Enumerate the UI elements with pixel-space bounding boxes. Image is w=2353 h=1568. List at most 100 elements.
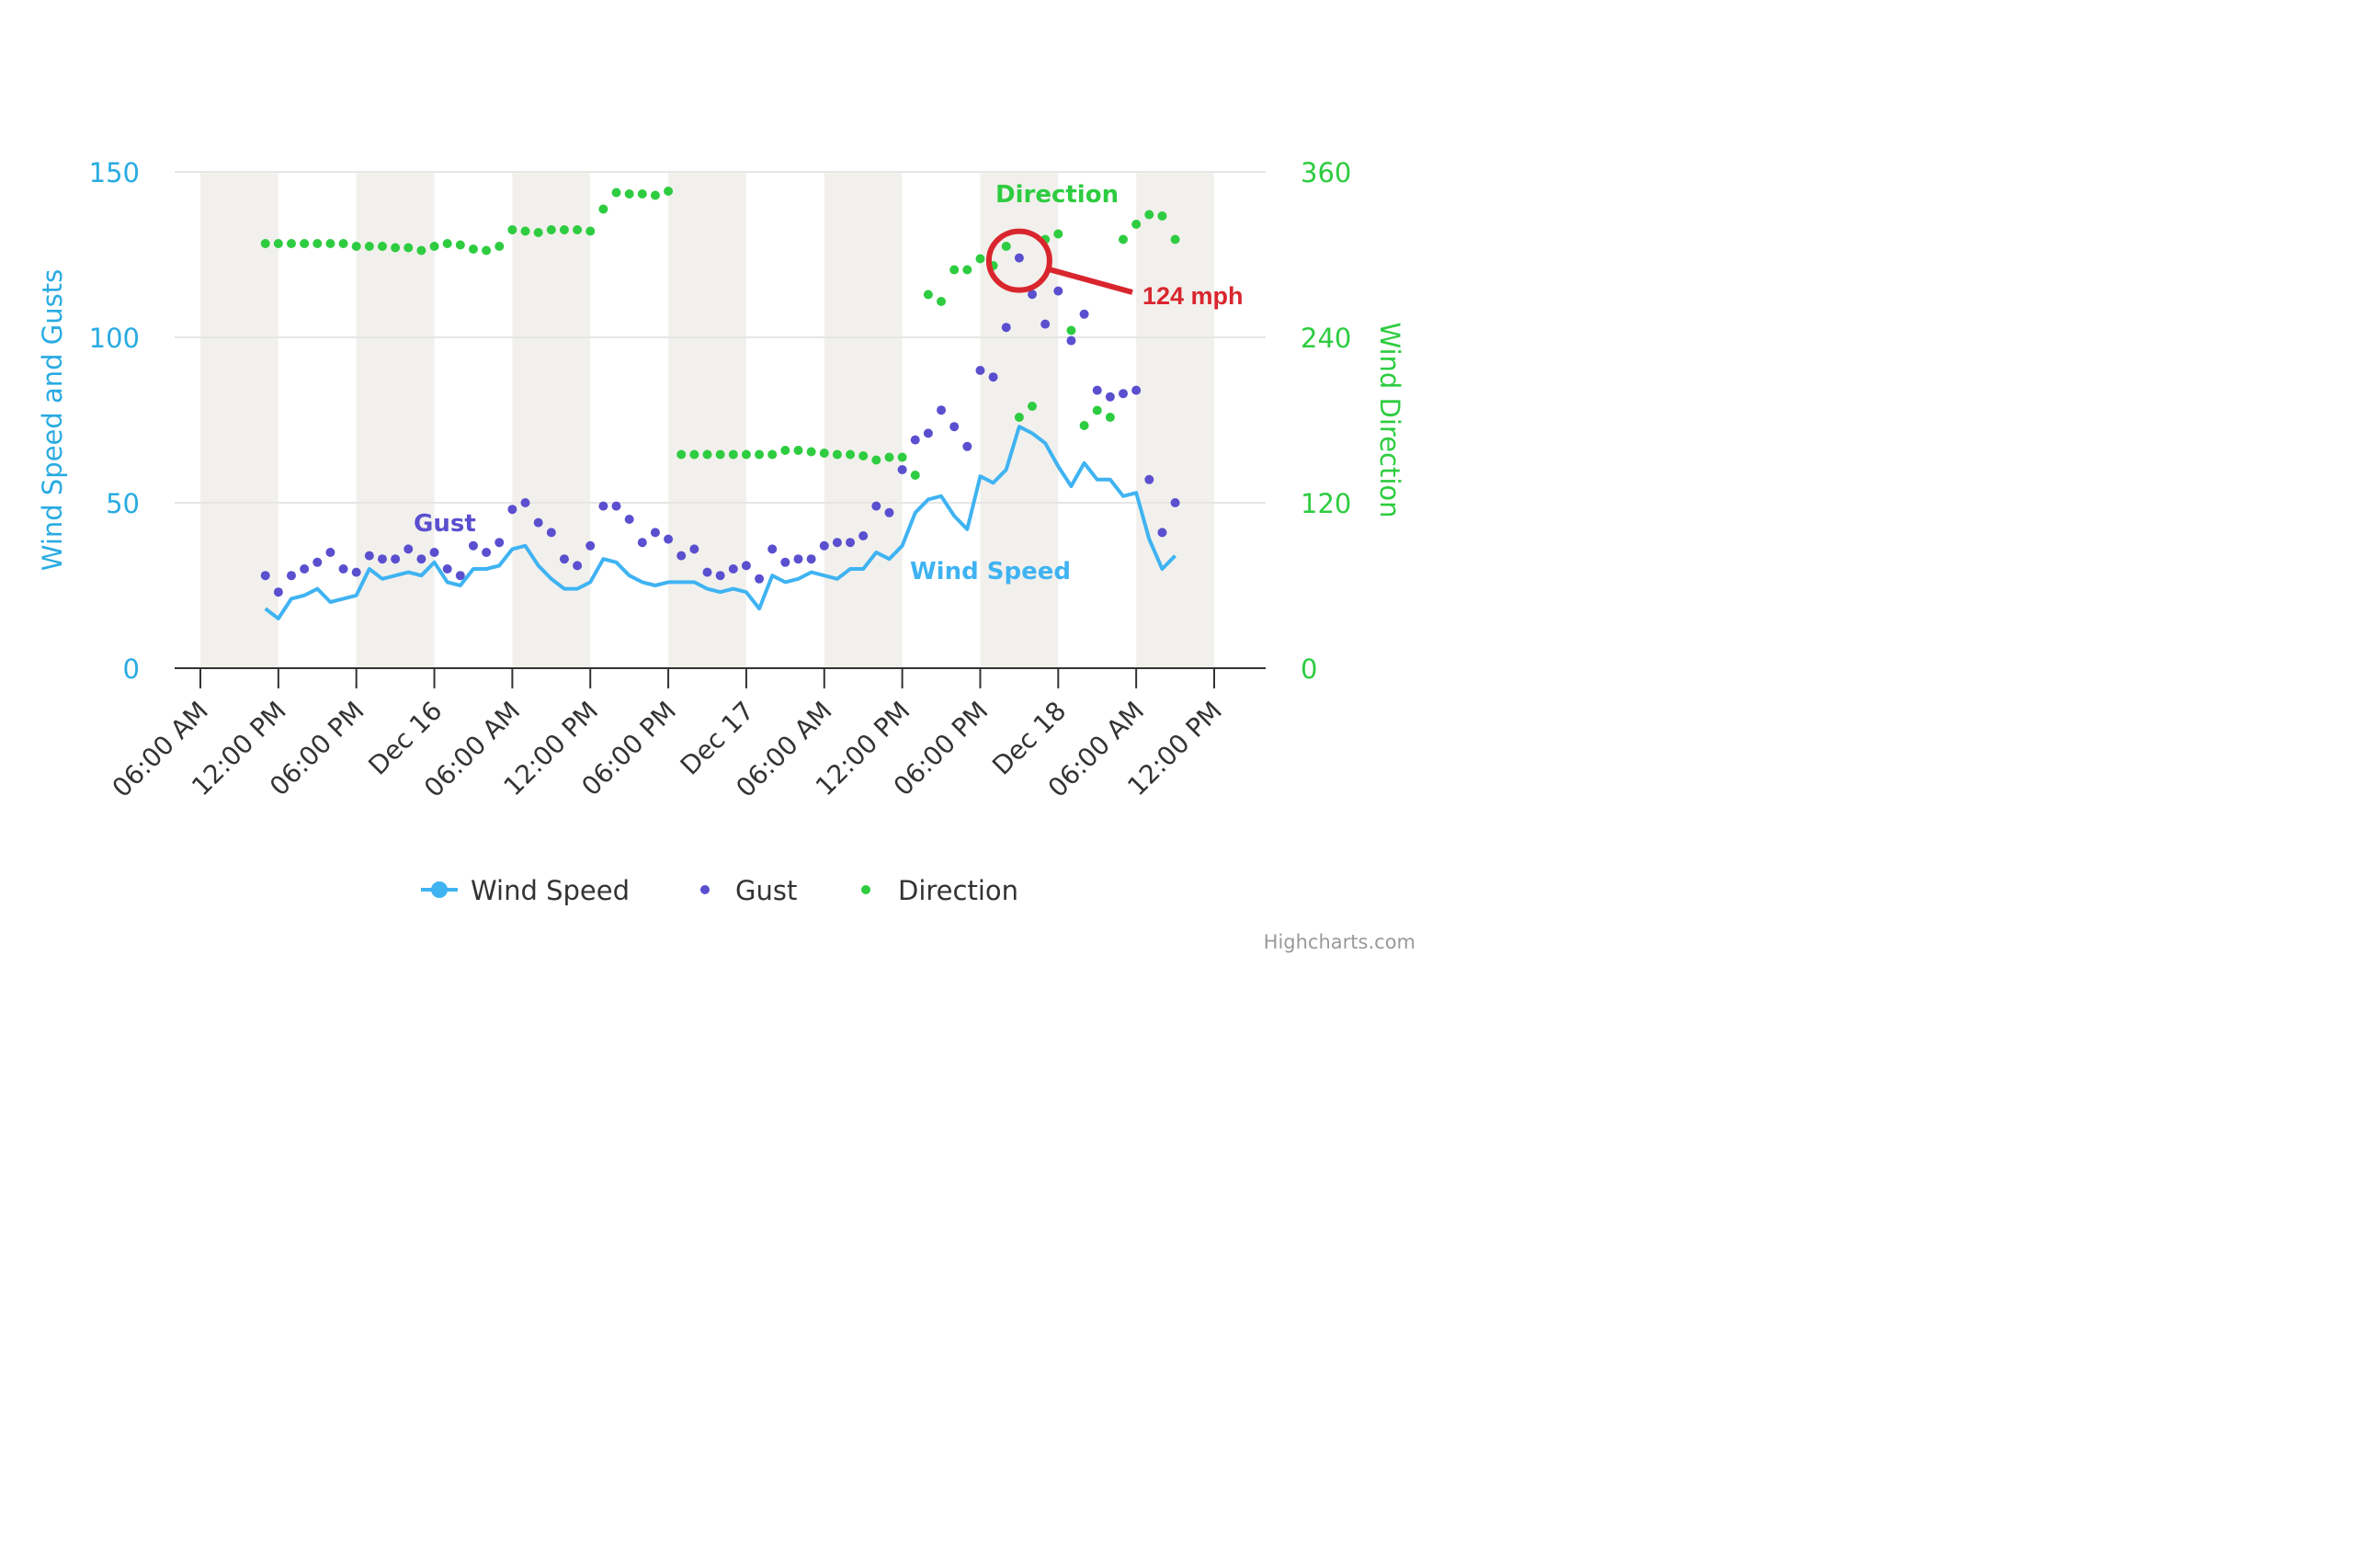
direction-point[interactable]	[338, 239, 348, 248]
gust-point[interactable]	[741, 561, 751, 571]
direction-point[interactable]	[664, 187, 674, 196]
gust-point[interactable]	[962, 441, 972, 451]
direction-point[interactable]	[897, 452, 907, 462]
direction-point[interactable]	[1119, 234, 1129, 244]
direction-point[interactable]	[260, 239, 270, 248]
gust-point[interactable]	[533, 517, 543, 528]
direction-point[interactable]	[949, 265, 960, 275]
gust-point[interactable]	[325, 548, 335, 557]
gust-point[interactable]	[1144, 474, 1154, 484]
direction-point[interactable]	[962, 265, 972, 275]
direction-point[interactable]	[767, 449, 778, 460]
legend-item-direction[interactable]: Direction	[861, 875, 1018, 906]
direction-point[interactable]	[273, 239, 283, 248]
gust-point[interactable]	[846, 538, 856, 548]
direction-point[interactable]	[1092, 405, 1102, 415]
gust-point[interactable]	[793, 554, 803, 564]
direction-point[interactable]	[364, 242, 374, 251]
direction-series[interactable]	[260, 187, 1180, 480]
direction-point[interactable]	[442, 239, 452, 248]
direction-point[interactable]	[806, 447, 816, 457]
direction-point[interactable]	[300, 239, 310, 248]
gust-point[interactable]	[1028, 290, 1038, 300]
direction-point[interactable]	[650, 190, 660, 200]
direction-point[interactable]	[416, 245, 426, 256]
gust-point[interactable]	[442, 564, 452, 574]
direction-point[interactable]	[611, 187, 621, 198]
direction-point[interactable]	[937, 297, 947, 306]
gust-point[interactable]	[391, 554, 401, 564]
gust-point[interactable]	[573, 561, 583, 571]
gust-point[interactable]	[364, 551, 374, 561]
direction-point[interactable]	[793, 446, 803, 455]
gust-point[interactable]	[416, 554, 426, 564]
direction-point[interactable]	[624, 189, 634, 199]
gust-point[interactable]	[715, 571, 725, 581]
gust-point[interactable]	[611, 501, 621, 511]
gust-point[interactable]	[273, 587, 283, 597]
gust-point[interactable]	[404, 544, 414, 554]
direction-point[interactable]	[676, 449, 687, 460]
gust-point[interactable]	[664, 534, 674, 544]
direction-point[interactable]	[715, 449, 725, 460]
direction-point[interactable]	[819, 449, 829, 458]
gust-point[interactable]	[377, 554, 387, 564]
direction-point[interactable]	[1131, 220, 1142, 229]
gust-point[interactable]	[767, 544, 778, 554]
gust-point[interactable]	[559, 554, 569, 564]
gust-point[interactable]	[689, 544, 699, 554]
direction-point[interactable]	[1001, 242, 1011, 251]
gust-point[interactable]	[1040, 319, 1051, 329]
direction-point[interactable]	[313, 239, 323, 248]
gust-point[interactable]	[637, 538, 647, 548]
gust-point[interactable]	[780, 557, 790, 567]
direction-point[interactable]	[351, 242, 361, 251]
direction-point[interactable]	[404, 243, 414, 253]
direction-point[interactable]	[923, 290, 933, 300]
wind-speed-line[interactable]	[264, 425, 1177, 620]
credits-link[interactable]: Highcharts.com	[1264, 931, 1415, 953]
gust-point[interactable]	[1053, 286, 1063, 296]
gust-point[interactable]	[546, 528, 556, 538]
gust-point[interactable]	[1066, 335, 1076, 346]
direction-point[interactable]	[507, 225, 517, 234]
gust-point[interactable]	[1014, 253, 1024, 263]
gust-point[interactable]	[468, 540, 478, 551]
gust-point[interactable]	[338, 564, 348, 574]
gust-point[interactable]	[1157, 528, 1167, 538]
legend[interactable]: Wind Speed Gust Direction	[421, 875, 1018, 906]
direction-point[interactable]	[975, 254, 985, 264]
gust-point[interactable]	[923, 428, 933, 438]
gust-point[interactable]	[1170, 498, 1180, 507]
gust-point[interactable]	[650, 528, 660, 538]
direction-point[interactable]	[846, 449, 856, 460]
direction-point[interactable]	[482, 245, 492, 256]
direction-point[interactable]	[871, 455, 881, 465]
gust-point[interactable]	[910, 435, 920, 445]
direction-point[interactable]	[1105, 413, 1115, 422]
gust-point[interactable]	[286, 571, 296, 581]
direction-point[interactable]	[520, 226, 530, 236]
direction-point[interactable]	[1053, 229, 1063, 239]
direction-point[interactable]	[755, 449, 765, 460]
gust-point[interactable]	[260, 571, 270, 581]
direction-point[interactable]	[910, 471, 920, 480]
direction-point[interactable]	[598, 204, 608, 214]
gust-point[interactable]	[1092, 385, 1102, 395]
gust-point[interactable]	[624, 515, 634, 524]
gust-point[interactable]	[988, 372, 998, 382]
direction-point[interactable]	[858, 451, 869, 460]
gust-series[interactable]	[260, 253, 1180, 597]
gust-point[interactable]	[858, 531, 869, 540]
gust-point[interactable]	[871, 501, 881, 511]
gust-point[interactable]	[975, 366, 985, 375]
gust-point[interactable]	[598, 501, 608, 511]
gust-point[interactable]	[806, 554, 816, 564]
gust-point[interactable]	[585, 540, 596, 551]
direction-point[interactable]	[573, 225, 583, 234]
gust-point[interactable]	[897, 465, 907, 474]
direction-point[interactable]	[468, 244, 478, 254]
gust-point[interactable]	[1001, 323, 1011, 333]
gust-point[interactable]	[937, 405, 947, 415]
gust-point[interactable]	[520, 498, 530, 507]
